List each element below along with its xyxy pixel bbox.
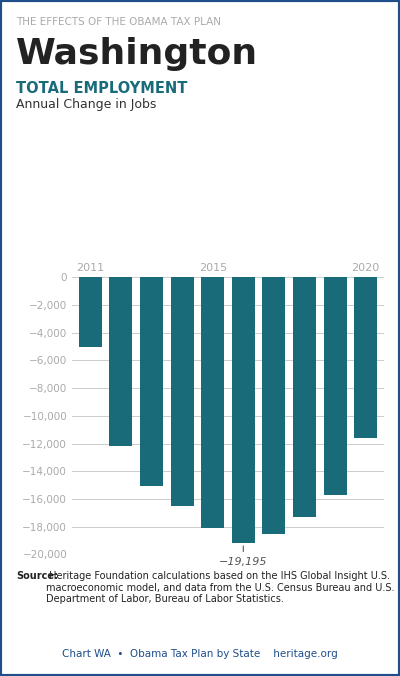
Text: Annual Change in Jobs: Annual Change in Jobs: [16, 98, 156, 111]
Bar: [140, 277, 163, 487]
Text: 2020: 2020: [352, 263, 380, 273]
Text: TOTAL EMPLOYMENT: TOTAL EMPLOYMENT: [16, 81, 187, 96]
Bar: [171, 277, 194, 506]
Bar: [201, 277, 224, 528]
Bar: [79, 277, 102, 347]
Bar: [232, 277, 255, 544]
Text: Heritage Foundation calculations based on the IHS Global Insight U.S. macroecono: Heritage Foundation calculations based o…: [46, 571, 394, 604]
Text: Chart WA  •  Obama Tax Plan by State    heritage.org: Chart WA • Obama Tax Plan by State herit…: [62, 649, 338, 659]
Bar: [324, 277, 346, 495]
Bar: [354, 277, 377, 438]
Text: 2015: 2015: [199, 263, 227, 273]
Text: −19,195: −19,195: [219, 557, 268, 567]
Bar: [262, 277, 285, 533]
Text: 2011: 2011: [76, 263, 104, 273]
Text: Source:: Source:: [16, 571, 58, 581]
Bar: [293, 277, 316, 517]
Text: THE EFFECTS OF THE OBAMA TAX PLAN: THE EFFECTS OF THE OBAMA TAX PLAN: [16, 17, 221, 27]
Bar: [110, 277, 132, 446]
Text: Washington: Washington: [16, 37, 258, 71]
